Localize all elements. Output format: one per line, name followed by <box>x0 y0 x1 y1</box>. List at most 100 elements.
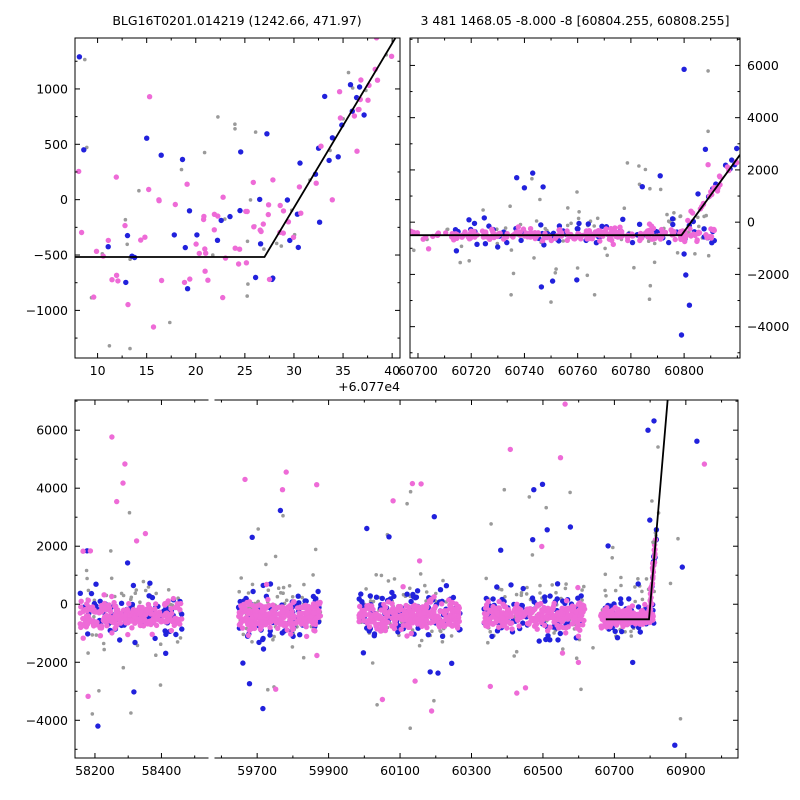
data-point <box>520 585 526 592</box>
data-point <box>658 187 663 192</box>
data-point <box>351 113 358 119</box>
data-point <box>371 599 376 604</box>
data-point <box>246 601 252 608</box>
data-point <box>184 181 190 187</box>
data-point <box>439 633 446 639</box>
data-point <box>266 687 270 692</box>
data-point <box>194 232 200 238</box>
data-point <box>563 586 568 591</box>
data-point <box>545 628 551 634</box>
data-point <box>117 637 123 643</box>
data-point <box>600 623 606 629</box>
data-point <box>408 726 413 730</box>
data-point <box>143 607 149 613</box>
data-point <box>370 606 376 613</box>
data-point <box>513 229 520 235</box>
scatter-points <box>76 19 395 351</box>
scatter-series-pink <box>77 480 185 699</box>
data-point <box>301 655 306 660</box>
data-point <box>121 616 128 622</box>
data-point <box>211 253 215 257</box>
y-tick-label: 0 <box>60 192 68 207</box>
data-point <box>522 611 528 617</box>
data-point <box>543 636 549 643</box>
data-point <box>126 601 132 607</box>
data-point <box>250 582 255 587</box>
data-point <box>129 625 135 631</box>
data-point <box>196 250 202 257</box>
data-point <box>536 638 542 644</box>
data-point <box>459 244 464 249</box>
data-point <box>313 604 319 611</box>
y-tick-label: 0 <box>60 597 68 612</box>
data-point <box>169 618 175 625</box>
data-point <box>610 241 616 248</box>
x-tick-label: 20 <box>188 363 204 378</box>
data-point <box>595 216 600 221</box>
data-point <box>529 595 536 601</box>
data-point <box>205 277 211 283</box>
data-point <box>592 293 597 297</box>
data-point <box>390 498 396 504</box>
data-point <box>670 221 676 228</box>
data-point <box>620 216 626 222</box>
data-point <box>484 576 489 581</box>
data-point <box>531 487 537 493</box>
data-point <box>412 595 419 601</box>
data-point <box>303 598 309 604</box>
data-point <box>90 712 95 716</box>
data-point <box>311 573 315 577</box>
data-point <box>400 584 406 590</box>
data-point <box>490 596 496 602</box>
data-point <box>137 188 141 193</box>
scatter-series-gray <box>85 53 389 325</box>
axes-lightcurve-segment-2: 59700 59900 60100 60300 60500 60700 60900 <box>214 399 739 778</box>
data-point <box>672 236 678 243</box>
data-point <box>281 585 286 590</box>
data-point <box>287 584 292 588</box>
data-point <box>220 194 226 200</box>
data-point <box>108 615 115 621</box>
data-point <box>538 284 545 290</box>
data-point <box>436 615 442 621</box>
y-tick-label: 1000 <box>36 81 68 96</box>
data-point <box>554 590 558 595</box>
data-point <box>515 224 521 230</box>
data-point <box>643 167 648 172</box>
data-point <box>297 160 303 166</box>
data-point <box>427 669 433 675</box>
data-point <box>489 522 493 526</box>
x-tick-label: 59700 <box>237 763 277 778</box>
data-point <box>439 629 443 634</box>
data-point <box>186 208 193 214</box>
data-point <box>697 224 701 229</box>
data-point <box>619 583 623 588</box>
data-point <box>702 214 706 219</box>
data-point <box>142 234 148 240</box>
data-point <box>619 620 625 627</box>
data-point <box>202 246 208 252</box>
x-tick-label: 59900 <box>309 763 349 778</box>
data-point <box>260 221 266 227</box>
data-point <box>611 545 615 550</box>
x-tick-label: 25 <box>237 363 253 378</box>
data-point <box>279 244 284 248</box>
data-point <box>285 604 292 611</box>
data-point <box>246 591 251 595</box>
data-point <box>154 653 158 657</box>
data-point <box>368 614 374 620</box>
data-point <box>168 606 174 612</box>
data-point <box>233 122 237 126</box>
data-point <box>326 157 332 164</box>
data-point <box>373 611 380 617</box>
data-point <box>576 220 582 227</box>
data-point <box>356 618 362 625</box>
data-point <box>458 260 463 265</box>
data-point <box>386 19 391 24</box>
data-point-outlier <box>694 438 700 444</box>
data-point <box>313 547 318 552</box>
data-point <box>608 225 614 232</box>
data-point <box>530 170 536 176</box>
data-point <box>554 267 558 271</box>
data-point <box>130 582 137 589</box>
